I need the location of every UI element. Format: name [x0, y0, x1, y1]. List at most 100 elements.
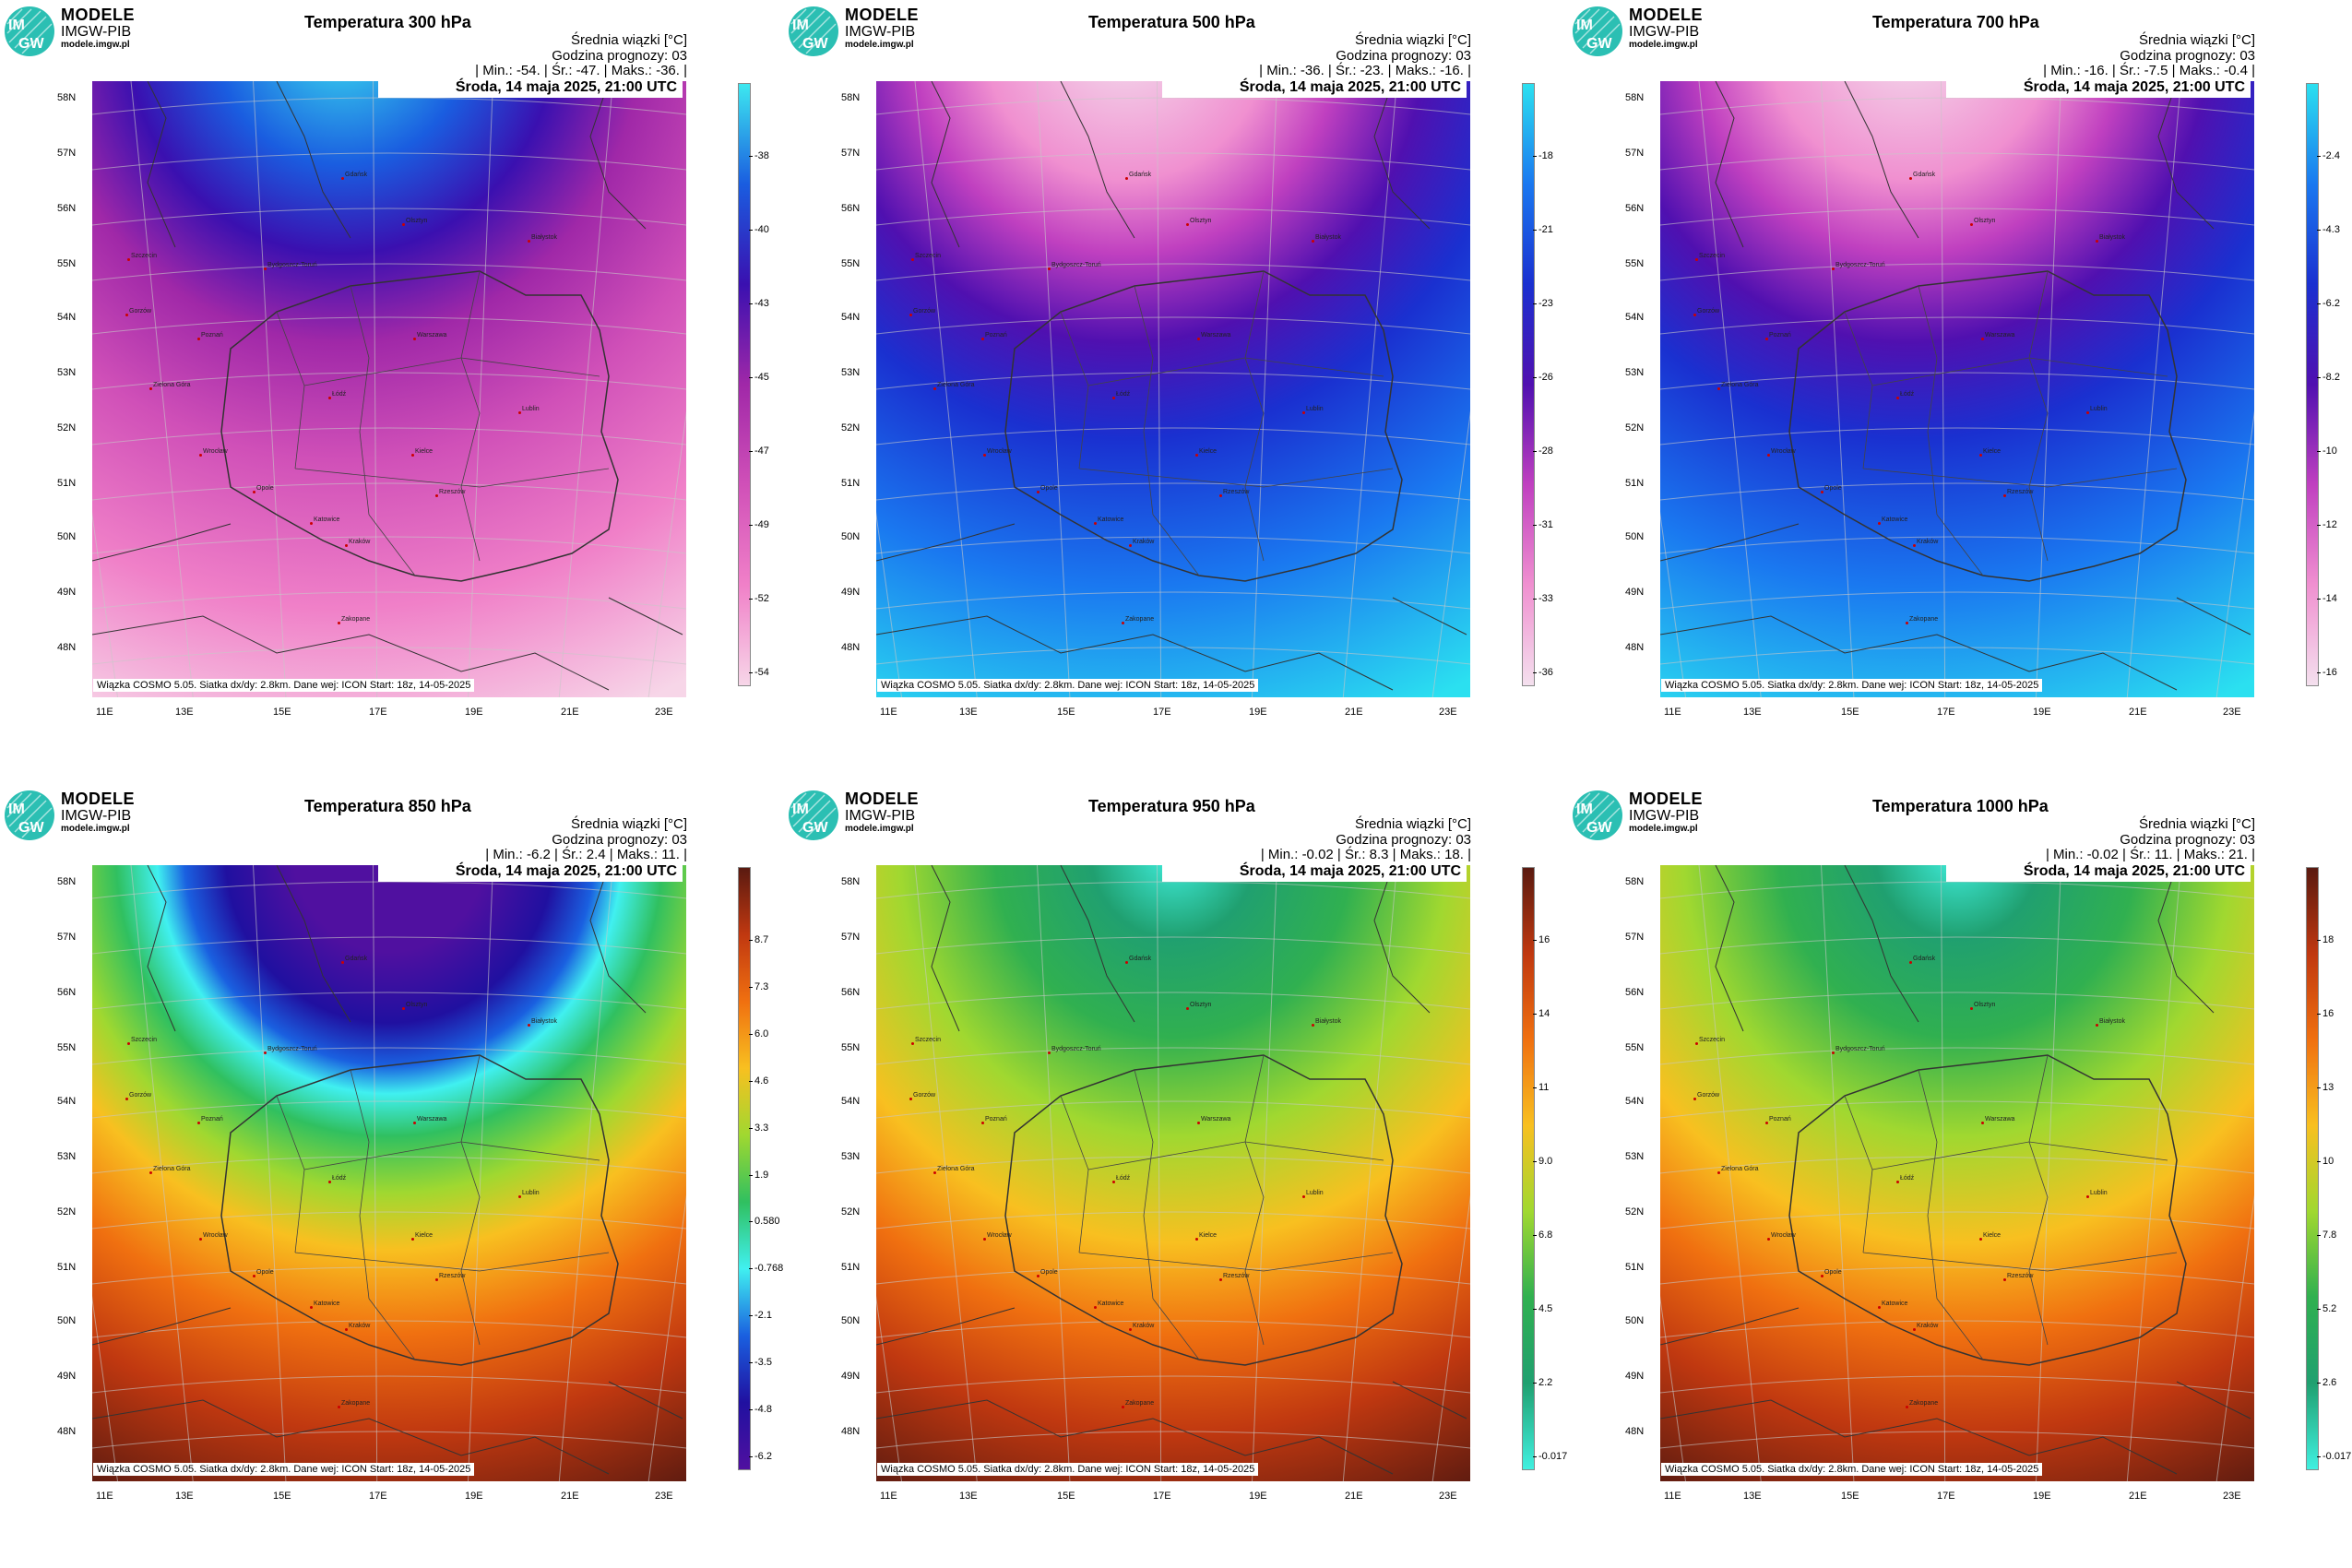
city-label: Łódź	[1116, 391, 1131, 398]
colorbar-tick-label: -38	[749, 150, 769, 161]
city-marker	[1186, 1007, 1189, 1010]
colorbar-tick-label: 16	[1532, 934, 1550, 945]
city-marker	[528, 240, 530, 243]
city-label: Poznań	[985, 332, 1007, 339]
longitude-label: 21E	[561, 707, 579, 718]
city-marker	[127, 258, 130, 261]
city-marker	[413, 1122, 416, 1124]
longitude-label: 15E	[1841, 707, 1859, 718]
graticule	[92, 865, 686, 1481]
brand-name: MODELE	[1629, 790, 1704, 808]
city-label: Kielce	[1199, 1232, 1218, 1239]
latitude-label: 52N	[57, 422, 77, 434]
svg-text:IM: IM	[8, 802, 25, 817]
temperature-field-map	[92, 865, 686, 1481]
colorbar	[2306, 83, 2319, 686]
latitude-label: 55N	[1625, 1042, 1645, 1053]
longitude-label: 17E	[1937, 1491, 1955, 1502]
brand-org: IMGW-PIB	[61, 24, 132, 40]
city-label: Łódź	[332, 391, 347, 398]
city-marker	[264, 267, 267, 270]
city-marker	[1219, 1278, 1222, 1281]
longitude-label: 11E	[96, 1491, 113, 1502]
city-marker	[1765, 338, 1768, 340]
colorbar-tick-label: 14	[1532, 1008, 1550, 1019]
colorbar-tick-label: -21	[1533, 224, 1553, 235]
latitude-label: 55N	[841, 258, 861, 269]
city-marker	[2086, 1195, 2089, 1198]
imgw-logo-icon: IM GW	[5, 790, 54, 840]
city-label: Zielona Góra	[153, 1166, 191, 1172]
longitude-label: 15E	[273, 1491, 291, 1502]
city-label: Szczecin	[915, 1037, 942, 1043]
svg-text:GW: GW	[802, 36, 828, 52]
colorbar-tick-label: -10	[2317, 445, 2337, 457]
city-label: Olsztyn	[1974, 1002, 1996, 1008]
city-label: Łódź	[332, 1175, 347, 1182]
city-marker	[1094, 522, 1097, 525]
city-label: Kraków	[1917, 539, 1939, 545]
city-marker	[933, 1171, 936, 1174]
city-label: Gorzów	[913, 308, 936, 315]
city-label: Olsztyn	[1974, 218, 1996, 224]
latitude-label: 50N	[57, 531, 77, 542]
latitude-label: 50N	[1625, 1315, 1645, 1326]
latitude-label: 49N	[57, 1371, 77, 1382]
colorbar-tick-label: -6.2	[2317, 298, 2340, 309]
city-label: Kielce	[1983, 1232, 2002, 1239]
latitude-label: 49N	[841, 1371, 861, 1382]
colorbar-tick-label: -3.5	[749, 1357, 772, 1369]
city-marker	[981, 1122, 984, 1124]
coastlines	[876, 865, 1467, 1475]
colorbar-tick-label: 3.3	[748, 1122, 769, 1134]
temperature-fill	[876, 81, 1470, 697]
city-marker	[1821, 491, 1823, 493]
city-marker	[1695, 258, 1698, 261]
city-marker	[2096, 1024, 2098, 1027]
model-footer: Wiązka COSMO 5.05. Siatka dx/dy: 2.8km. …	[93, 1463, 475, 1476]
longitude-label: 11E	[96, 707, 113, 718]
city-marker	[2003, 494, 2006, 497]
city-marker	[1195, 454, 1198, 457]
city-label: Szczecin	[131, 253, 158, 259]
brand-url: modele.imgw.pl	[61, 824, 130, 834]
city-label: Bydgoszcz-Toruń	[267, 1046, 317, 1052]
temperature-fill	[92, 81, 686, 697]
svg-text:IM: IM	[1576, 18, 1593, 33]
city-marker	[328, 397, 331, 399]
longitude-label: 13E	[1743, 1491, 1762, 1502]
subtitle: Średnia wiązki [°C]	[570, 32, 687, 48]
forecast-hour: Godzina prognozy: 03	[2120, 832, 2255, 848]
city-label: Zakopane	[1909, 616, 1939, 623]
latitude-label: 58N	[841, 92, 861, 103]
brand-org: IMGW-PIB	[1629, 24, 1700, 40]
city-marker	[411, 454, 414, 457]
longitude-label: 15E	[1841, 1491, 1859, 1502]
temperature-fill	[1660, 865, 2254, 1481]
map-panel-6: IM GW MODELE IMGW-PIB modele.imgw.pl Tem…	[1568, 784, 2351, 1566]
colorbar-tick-label: 7.8	[2316, 1229, 2337, 1241]
longitude-label: 21E	[1345, 1491, 1363, 1502]
city-label: Warszawa	[417, 1116, 447, 1123]
city-marker	[1979, 1238, 1982, 1241]
brand-url: modele.imgw.pl	[845, 824, 914, 834]
coastlines	[1660, 81, 2251, 691]
city-marker	[338, 622, 340, 624]
brand-org: IMGW-PIB	[1629, 808, 1700, 824]
city-label: Wrocław	[203, 448, 228, 455]
city-label: Zielona Góra	[937, 382, 975, 388]
city-marker	[1832, 1051, 1835, 1054]
latitude-label: 57N	[1625, 932, 1645, 943]
model-footer: Wiązka COSMO 5.05. Siatka dx/dy: 2.8km. …	[877, 679, 1259, 692]
latitude-label: 49N	[57, 587, 77, 598]
latitude-label: 54N	[57, 1096, 77, 1107]
graticule	[876, 865, 1470, 1481]
latitude-label: 54N	[1625, 1096, 1645, 1107]
latitude-label: 55N	[841, 1042, 861, 1053]
city-marker	[1219, 494, 1222, 497]
latitude-label: 54N	[57, 312, 77, 323]
latitude-label: 57N	[57, 148, 77, 159]
city-marker	[1693, 1098, 1696, 1100]
longitude-label: 19E	[2033, 707, 2051, 718]
latitude-label: 48N	[1625, 1426, 1645, 1437]
